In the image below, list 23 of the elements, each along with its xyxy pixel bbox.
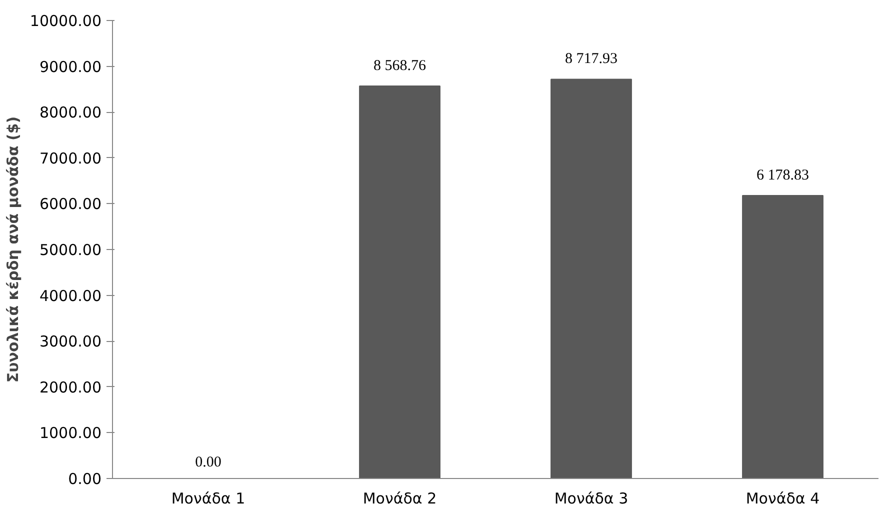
- data-label: 6 178.83: [756, 168, 809, 184]
- bar: [550, 78, 632, 478]
- y-tick-label: 2000.00: [39, 378, 102, 396]
- x-tick-label: Μονάδα 3: [554, 490, 628, 508]
- y-tick-label: 7000.00: [39, 149, 102, 168]
- x-tick-label: Μονάδα 1: [171, 490, 246, 508]
- bar: [359, 86, 440, 478]
- data-label: 8 568.76: [374, 58, 426, 74]
- x-tick-label: Μονάδα 2: [362, 490, 437, 508]
- bar: [742, 195, 824, 478]
- y-tick-label: 8000.00: [39, 104, 102, 122]
- data-label: 0.00: [195, 454, 222, 470]
- y-tick-label: 0.00: [68, 470, 102, 488]
- y-axis-title: Συνολικά κέρδη ανά μονάδα ($): [4, 116, 22, 383]
- y-tick-label: 9000.00: [39, 58, 102, 76]
- y-tick-label: 5000.00: [39, 241, 102, 259]
- y-tick-label: 6000.00: [39, 195, 102, 214]
- y-tick-label: 1000.00: [39, 424, 102, 442]
- data-label: 8 717.93: [565, 51, 618, 68]
- x-tick-label: Μονάδα 4: [746, 490, 820, 508]
- y-tick-label: 4000.00: [39, 286, 102, 305]
- y-tick-label: 3000.00: [39, 332, 102, 351]
- y-tick-label: 10000.00: [30, 12, 102, 30]
